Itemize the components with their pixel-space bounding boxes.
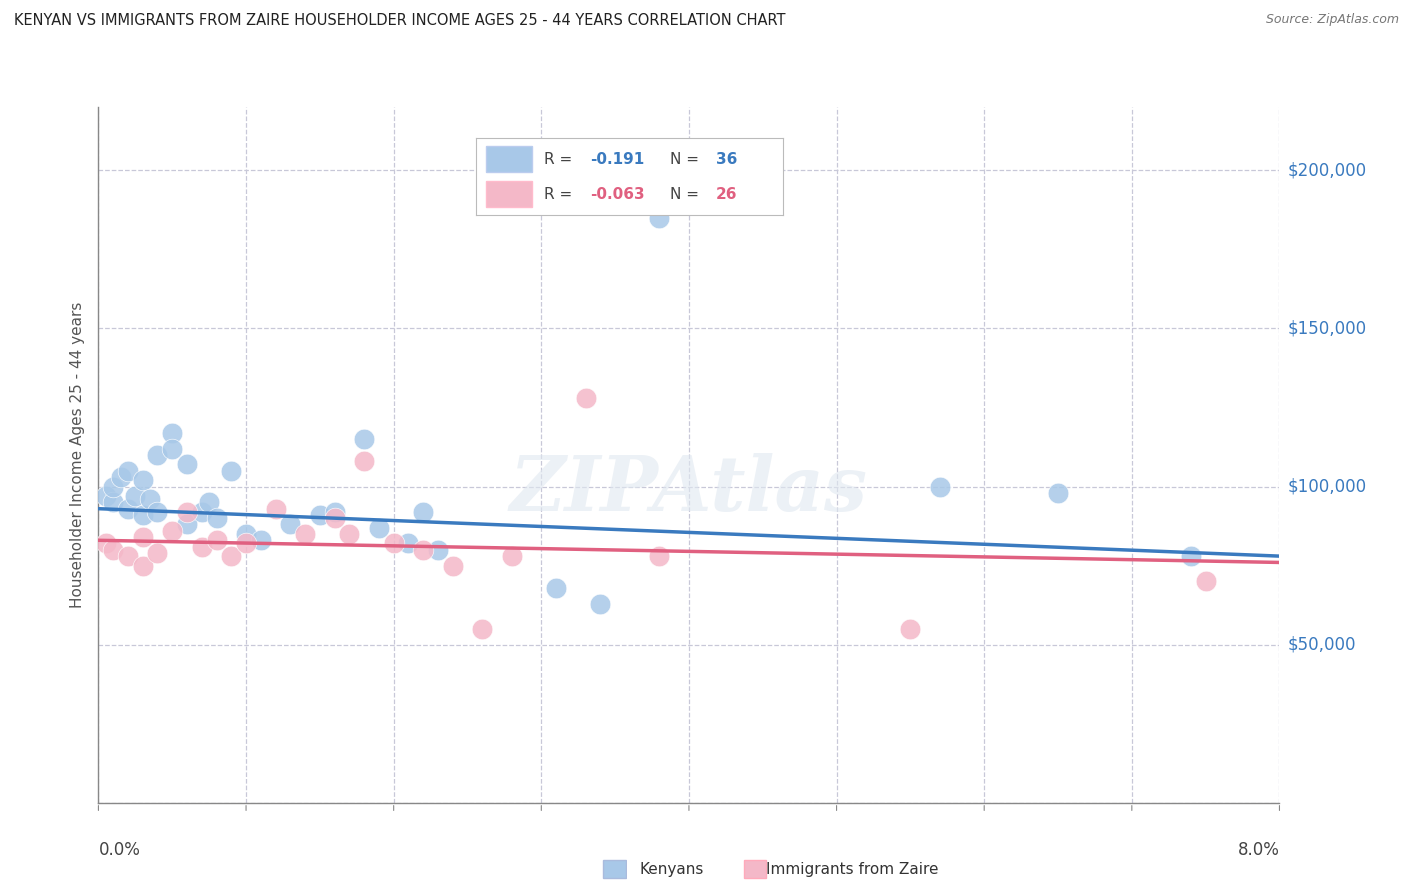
- Point: [544, 581, 567, 595]
- Point: [648, 549, 671, 563]
- Point: [132, 473, 155, 487]
- Point: [382, 536, 405, 550]
- Point: [501, 549, 523, 563]
- Point: [94, 489, 117, 503]
- Point: [337, 527, 360, 541]
- Bar: [744, 860, 766, 878]
- Point: [132, 530, 155, 544]
- Point: [117, 464, 139, 478]
- Point: [139, 492, 162, 507]
- Point: [278, 517, 301, 532]
- Point: [367, 521, 389, 535]
- Point: [235, 536, 257, 550]
- FancyBboxPatch shape: [485, 146, 531, 172]
- Point: [471, 622, 494, 636]
- Text: $50,000: $50,000: [1288, 636, 1357, 654]
- Point: [162, 442, 183, 456]
- Point: [264, 501, 287, 516]
- Point: [176, 517, 198, 532]
- Point: [205, 533, 228, 548]
- Point: [191, 540, 214, 554]
- Point: [191, 505, 214, 519]
- Point: [441, 558, 464, 573]
- Text: -0.191: -0.191: [591, 152, 644, 167]
- Point: [198, 495, 221, 509]
- Point: [323, 505, 346, 519]
- Text: N =: N =: [669, 152, 703, 167]
- Point: [589, 597, 612, 611]
- Point: [250, 533, 273, 548]
- Text: N =: N =: [669, 186, 703, 202]
- Point: [412, 505, 434, 519]
- Point: [574, 391, 596, 405]
- Point: [1180, 549, 1202, 563]
- Text: KENYAN VS IMMIGRANTS FROM ZAIRE HOUSEHOLDER INCOME AGES 25 - 44 YEARS CORRELATIO: KENYAN VS IMMIGRANTS FROM ZAIRE HOUSEHOL…: [14, 13, 786, 29]
- Text: Kenyans: Kenyans: [640, 863, 704, 877]
- Point: [110, 470, 132, 484]
- Point: [1194, 574, 1216, 589]
- Point: [648, 211, 671, 225]
- Text: R =: R =: [544, 186, 576, 202]
- Point: [146, 505, 169, 519]
- Text: $150,000: $150,000: [1288, 319, 1367, 337]
- Y-axis label: Householder Income Ages 25 - 44 years: Householder Income Ages 25 - 44 years: [70, 301, 86, 608]
- Text: Source: ZipAtlas.com: Source: ZipAtlas.com: [1265, 13, 1399, 27]
- Point: [146, 546, 169, 560]
- Point: [103, 479, 124, 493]
- Point: [294, 527, 316, 541]
- Point: [162, 425, 183, 440]
- Point: [94, 536, 117, 550]
- Text: $200,000: $200,000: [1288, 161, 1367, 179]
- Point: [132, 558, 155, 573]
- Text: ZIPAtlas: ZIPAtlas: [510, 453, 868, 526]
- Point: [219, 464, 242, 478]
- Point: [132, 508, 155, 522]
- Point: [103, 495, 124, 509]
- Point: [219, 549, 242, 563]
- Point: [396, 536, 419, 550]
- Point: [928, 479, 950, 493]
- Point: [353, 432, 375, 446]
- Text: 0.0%: 0.0%: [98, 841, 141, 859]
- Point: [353, 454, 375, 468]
- Point: [426, 542, 449, 557]
- Text: 8.0%: 8.0%: [1237, 841, 1279, 859]
- Point: [1046, 486, 1069, 500]
- Text: $100,000: $100,000: [1288, 477, 1367, 496]
- Text: -0.063: -0.063: [591, 186, 644, 202]
- Point: [898, 622, 921, 636]
- Point: [412, 542, 434, 557]
- Point: [176, 458, 198, 472]
- Point: [308, 508, 332, 522]
- Bar: [603, 860, 626, 878]
- Point: [103, 542, 124, 557]
- Point: [205, 511, 228, 525]
- Point: [117, 549, 139, 563]
- Point: [162, 524, 183, 538]
- Point: [117, 501, 139, 516]
- Point: [176, 505, 198, 519]
- Point: [323, 511, 346, 525]
- Text: R =: R =: [544, 152, 576, 167]
- Point: [124, 489, 146, 503]
- Point: [235, 527, 257, 541]
- Text: 36: 36: [716, 152, 737, 167]
- Point: [146, 448, 169, 462]
- FancyBboxPatch shape: [485, 181, 531, 207]
- Text: 26: 26: [716, 186, 737, 202]
- Text: Immigrants from Zaire: Immigrants from Zaire: [766, 863, 939, 877]
